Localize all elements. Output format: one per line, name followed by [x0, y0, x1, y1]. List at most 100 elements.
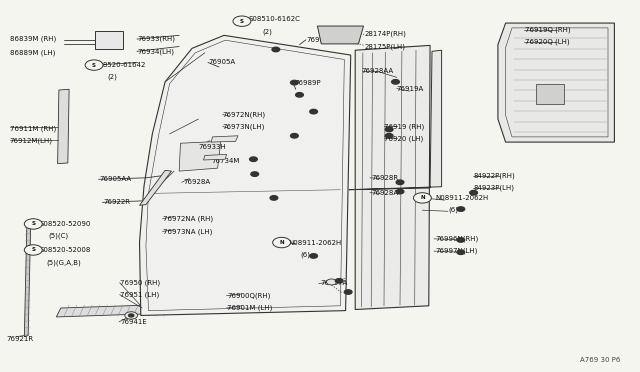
Polygon shape [58, 89, 69, 164]
Text: A769 30 P6: A769 30 P6 [580, 357, 621, 363]
Polygon shape [56, 304, 172, 317]
Text: S08520-52008: S08520-52008 [40, 247, 91, 253]
Text: 86839M (RH): 86839M (RH) [10, 36, 56, 42]
Polygon shape [204, 154, 227, 160]
Text: S08510-6162C: S08510-6162C [248, 16, 300, 22]
Circle shape [457, 250, 465, 254]
Text: 76989P: 76989P [294, 80, 321, 86]
Circle shape [310, 109, 317, 114]
Text: 76911M (RH): 76911M (RH) [10, 125, 56, 132]
Text: 84922P(RH): 84922P(RH) [474, 172, 515, 179]
Text: 76933(RH): 76933(RH) [138, 36, 175, 42]
Circle shape [85, 60, 103, 70]
Text: 76905A: 76905A [209, 60, 236, 65]
Circle shape [385, 134, 393, 138]
Text: 76928AA: 76928AA [362, 68, 394, 74]
Circle shape [251, 172, 259, 176]
Text: (5)(G,A,B): (5)(G,A,B) [46, 259, 81, 266]
Text: S: S [31, 247, 35, 253]
Polygon shape [349, 50, 442, 190]
Circle shape [291, 80, 298, 85]
Polygon shape [355, 45, 430, 310]
Text: 84923P(LH): 84923P(LH) [474, 185, 515, 191]
Circle shape [344, 290, 352, 294]
Circle shape [457, 207, 465, 211]
Circle shape [24, 245, 42, 255]
Text: 76972NA (RH): 76972NA (RH) [163, 215, 213, 222]
Circle shape [24, 219, 42, 229]
Text: 76921R: 76921R [6, 336, 33, 342]
Text: N: N [420, 195, 425, 201]
Text: S: S [31, 221, 35, 227]
Circle shape [326, 279, 337, 285]
Text: 76997N(LH): 76997N(LH) [435, 248, 477, 254]
Polygon shape [498, 23, 614, 142]
Text: (2): (2) [262, 28, 272, 35]
Text: (6): (6) [448, 207, 458, 214]
Polygon shape [140, 170, 172, 205]
Circle shape [291, 134, 298, 138]
Text: N08911-2062H: N08911-2062H [288, 240, 341, 246]
Circle shape [270, 196, 278, 200]
Text: 76922R: 76922R [104, 199, 131, 205]
Text: (5)(C): (5)(C) [48, 233, 68, 240]
Circle shape [125, 312, 138, 319]
Text: 76973N(LH): 76973N(LH) [223, 123, 265, 130]
Circle shape [250, 157, 257, 161]
Circle shape [273, 237, 291, 248]
Text: 76988P: 76988P [306, 37, 333, 43]
Circle shape [392, 80, 399, 84]
Text: 76996N(RH): 76996N(RH) [435, 235, 479, 242]
Circle shape [272, 47, 280, 52]
Text: (6): (6) [301, 251, 311, 258]
Circle shape [457, 238, 465, 242]
Text: S: S [240, 19, 244, 24]
Circle shape [233, 16, 251, 26]
Polygon shape [536, 84, 564, 104]
Circle shape [385, 127, 393, 132]
Circle shape [470, 190, 477, 195]
Text: 76919A: 76919A [397, 86, 424, 92]
Polygon shape [211, 136, 238, 142]
Text: 76951 (LH): 76951 (LH) [120, 291, 159, 298]
Text: 28174P(RH): 28174P(RH) [365, 31, 406, 38]
Text: N08911-2062H: N08911-2062H [435, 195, 488, 201]
Text: 76973NA (LH): 76973NA (LH) [163, 228, 212, 235]
Text: 76972N(RH): 76972N(RH) [223, 111, 266, 118]
Text: S08520-52090: S08520-52090 [40, 221, 91, 227]
Text: 76901M (LH): 76901M (LH) [227, 305, 273, 311]
Text: 76734M: 76734M [211, 158, 239, 164]
Text: 76934(LH): 76934(LH) [138, 48, 175, 55]
Text: 76919 (RH): 76919 (RH) [384, 123, 424, 130]
Text: 76919Q (RH): 76919Q (RH) [525, 26, 570, 33]
Text: 76928A: 76928A [183, 179, 210, 185]
Text: 86889M (LH): 86889M (LH) [10, 49, 55, 56]
Text: 76900Q(RH): 76900Q(RH) [227, 292, 271, 299]
Text: S08520-61642: S08520-61642 [95, 62, 146, 68]
Text: 76928A: 76928A [371, 190, 398, 196]
Circle shape [335, 279, 343, 283]
Text: N: N [279, 240, 284, 245]
Text: 76905AA: 76905AA [99, 176, 131, 182]
Text: 76933H: 76933H [198, 144, 226, 150]
Circle shape [396, 180, 404, 185]
Text: 76928R: 76928R [371, 175, 398, 181]
Text: S: S [92, 62, 96, 68]
Circle shape [396, 189, 404, 194]
Text: 76950 (RH): 76950 (RH) [120, 279, 161, 286]
Circle shape [296, 93, 303, 97]
Text: 76912M(LH): 76912M(LH) [10, 137, 52, 144]
Polygon shape [24, 223, 31, 337]
Circle shape [413, 193, 431, 203]
Text: 76920Q (LH): 76920Q (LH) [525, 38, 570, 45]
Polygon shape [179, 141, 221, 171]
Polygon shape [317, 26, 364, 44]
Polygon shape [95, 31, 123, 49]
Text: (2): (2) [108, 73, 117, 80]
Polygon shape [140, 35, 351, 315]
Text: 28175P(LH): 28175P(LH) [365, 43, 406, 50]
Text: 76937A: 76937A [320, 280, 348, 286]
Text: 76920 (LH): 76920 (LH) [384, 135, 423, 142]
Circle shape [129, 314, 134, 317]
Text: 76941E: 76941E [120, 319, 147, 325]
